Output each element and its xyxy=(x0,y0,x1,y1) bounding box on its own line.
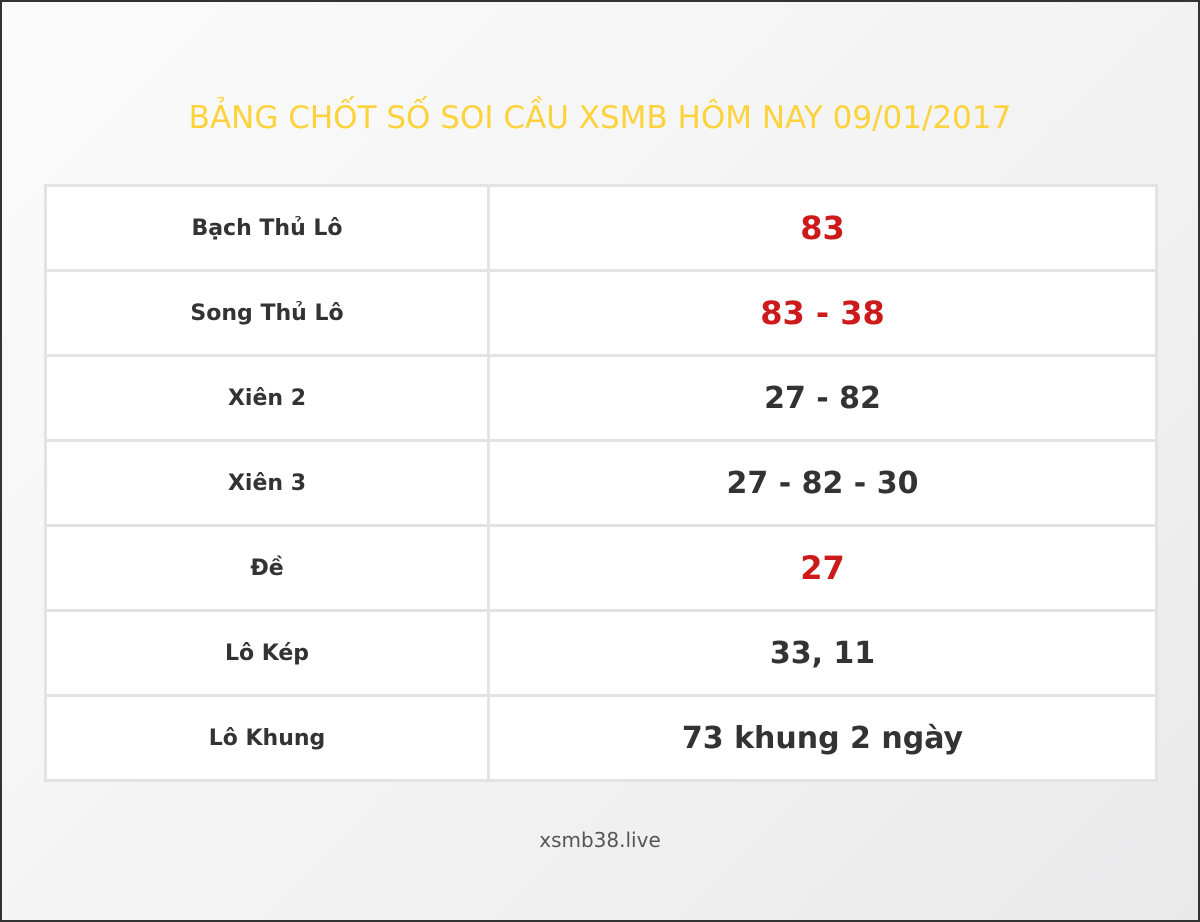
row-label: Đề xyxy=(44,524,490,612)
site-footer: xsmb38.live xyxy=(539,828,661,852)
table-row: Lô Kép 33, 11 xyxy=(44,609,1158,697)
row-value: 83 xyxy=(487,184,1158,272)
table-row: Song Thủ Lô 83 - 38 xyxy=(44,269,1158,357)
table-row: Xiên 2 27 - 82 xyxy=(44,354,1158,442)
prediction-table: Bạch Thủ Lô 83 Song Thủ Lô 83 - 38 Xiên 2 27 … xyxy=(44,184,1158,782)
page-title: BẢNG CHỐT SỐ SOI CẦU XSMB HÔM NAY 09/01/… xyxy=(188,100,1012,136)
table-row: Xiên 3 27 - 82 - 30 xyxy=(44,439,1158,527)
table-row: Bạch Thủ Lô 83 xyxy=(44,184,1158,272)
row-label: Song Thủ Lô xyxy=(44,269,490,357)
row-label: Xiên 3 xyxy=(44,439,490,527)
row-label: Xiên 2 xyxy=(44,354,490,442)
row-label: Lô Khung xyxy=(44,694,490,782)
table-row: Đề 27 xyxy=(44,524,1158,612)
row-label: Bạch Thủ Lô xyxy=(44,184,490,272)
row-label: Lô Kép xyxy=(44,609,490,697)
row-value: 27 - 82 xyxy=(487,354,1158,442)
row-value: 33, 11 xyxy=(487,609,1158,697)
row-value: 27 xyxy=(487,524,1158,612)
row-value: 73 khung 2 ngày xyxy=(487,694,1158,782)
table-row: Lô Khung 73 khung 2 ngày xyxy=(44,694,1158,782)
row-value: 83 - 38 xyxy=(487,269,1158,357)
row-value: 27 - 82 - 30 xyxy=(487,439,1158,527)
